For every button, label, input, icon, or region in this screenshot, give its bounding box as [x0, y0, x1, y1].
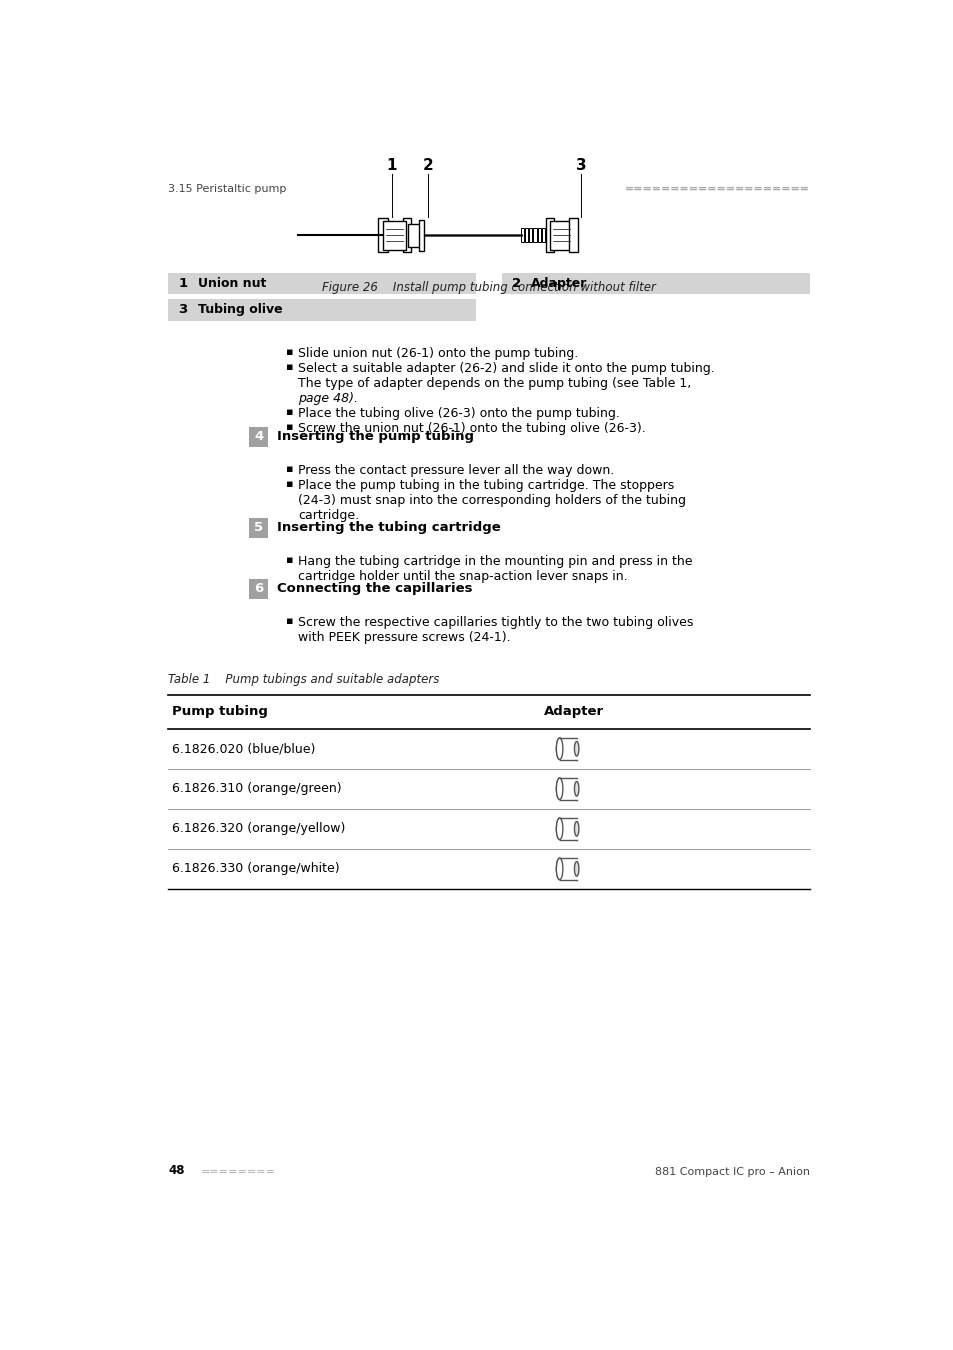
Bar — [501, 273, 809, 294]
Bar — [559, 778, 576, 799]
Text: The type of adapter depends on the pump tubing (see Table 1,: The type of adapter depends on the pump … — [298, 377, 691, 390]
Text: 3.15 Peristaltic pump: 3.15 Peristaltic pump — [168, 184, 286, 193]
Text: cartridge holder until the snap-action lever snaps in.: cartridge holder until the snap-action l… — [298, 570, 627, 583]
Bar — [168, 300, 476, 320]
Text: Screw the union nut (26-1) onto the tubing olive (26-3).: Screw the union nut (26-1) onto the tubi… — [298, 423, 645, 435]
Text: Adapter: Adapter — [531, 277, 587, 290]
Ellipse shape — [574, 822, 578, 836]
Text: Hang the tubing cartridge in the mounting pin and press in the: Hang the tubing cartridge in the mountin… — [298, 555, 692, 568]
Text: Inserting the tubing cartridge: Inserting the tubing cartridge — [277, 521, 500, 535]
Text: ====================: ==================== — [624, 184, 809, 193]
Ellipse shape — [556, 778, 562, 799]
Bar — [249, 579, 268, 598]
Bar — [402, 219, 411, 252]
Text: 48: 48 — [168, 1164, 184, 1177]
Text: (24-3) must snap into the corresponding holders of the tubing: (24-3) must snap into the corresponding … — [298, 494, 685, 506]
Text: Place the pump tubing in the tubing cartridge. The stoppers: Place the pump tubing in the tubing cart… — [298, 479, 674, 491]
Text: 6: 6 — [253, 582, 263, 595]
Bar — [559, 818, 576, 840]
Text: ▪: ▪ — [286, 479, 294, 489]
Ellipse shape — [556, 859, 562, 880]
Text: Figure 26    Install pump tubing connection without filter: Figure 26 Install pump tubing connection… — [322, 281, 655, 294]
Text: Pump tubing: Pump tubing — [172, 705, 268, 718]
Bar — [533, 228, 536, 242]
Ellipse shape — [574, 741, 578, 756]
Ellipse shape — [556, 738, 562, 760]
Ellipse shape — [574, 782, 578, 796]
Bar — [541, 228, 544, 242]
Ellipse shape — [556, 859, 562, 880]
Text: 2: 2 — [423, 158, 434, 173]
Text: ▪: ▪ — [286, 464, 294, 474]
Text: ▪: ▪ — [286, 362, 294, 371]
Bar — [537, 228, 540, 242]
Text: 4: 4 — [253, 431, 263, 443]
Ellipse shape — [556, 818, 562, 840]
Bar — [249, 518, 268, 537]
Ellipse shape — [556, 738, 562, 760]
Text: Union nut: Union nut — [197, 277, 266, 290]
Text: 6.1826.020 (blue/blue): 6.1826.020 (blue/blue) — [172, 743, 315, 755]
Text: Select a suitable adapter (26-2) and slide it onto the pump tubing.: Select a suitable adapter (26-2) and sli… — [298, 362, 715, 375]
Text: 6.1826.320 (orange/yellow): 6.1826.320 (orange/yellow) — [172, 822, 345, 836]
Bar — [559, 738, 576, 760]
Bar — [407, 224, 421, 247]
Text: with PEEK pressure screws (24-1).: with PEEK pressure screws (24-1). — [298, 630, 511, 644]
Bar — [418, 220, 423, 251]
Ellipse shape — [556, 818, 562, 840]
Text: Press the contact pressure lever all the way down.: Press the contact pressure lever all the… — [298, 464, 614, 477]
Bar — [520, 228, 523, 242]
Text: 6.1826.330 (orange/white): 6.1826.330 (orange/white) — [172, 863, 339, 875]
Bar — [524, 228, 528, 242]
Text: 1: 1 — [178, 277, 187, 290]
Text: Slide union nut (26-1) onto the pump tubing.: Slide union nut (26-1) onto the pump tub… — [298, 347, 578, 360]
Text: 1: 1 — [386, 158, 396, 173]
Bar — [249, 427, 268, 447]
Text: 6.1826.310 (orange/green): 6.1826.310 (orange/green) — [172, 782, 341, 795]
Bar — [168, 273, 476, 294]
Bar — [569, 219, 578, 252]
Text: 3: 3 — [178, 304, 187, 316]
Text: Place the tubing olive (26-3) onto the pump tubing.: Place the tubing olive (26-3) onto the p… — [298, 406, 619, 420]
Bar — [559, 859, 576, 880]
Ellipse shape — [574, 861, 578, 876]
Bar — [529, 228, 532, 242]
Text: ▪: ▪ — [286, 347, 294, 356]
Text: Table 1    Pump tubings and suitable adapters: Table 1 Pump tubings and suitable adapte… — [168, 674, 439, 686]
Bar — [550, 220, 573, 250]
Text: Tubing olive: Tubing olive — [197, 304, 282, 316]
Bar — [545, 219, 554, 252]
Ellipse shape — [556, 778, 562, 799]
Text: ▪: ▪ — [286, 555, 294, 564]
Text: 2: 2 — [512, 277, 520, 290]
Text: 3: 3 — [576, 158, 586, 173]
Text: ▪: ▪ — [286, 406, 294, 417]
Text: Inserting the pump tubing: Inserting the pump tubing — [277, 431, 474, 443]
Bar — [382, 220, 406, 250]
Text: Connecting the capillaries: Connecting the capillaries — [277, 582, 473, 595]
Text: cartridge.: cartridge. — [298, 509, 359, 522]
Bar — [378, 219, 387, 252]
Text: ▪: ▪ — [286, 616, 294, 625]
Text: Adapter: Adapter — [543, 705, 603, 718]
Text: ▪: ▪ — [286, 423, 294, 432]
Text: Screw the respective capillaries tightly to the two tubing olives: Screw the respective capillaries tightly… — [298, 616, 693, 629]
Text: 881 Compact IC pro – Anion: 881 Compact IC pro – Anion — [654, 1166, 809, 1177]
Text: ========: ======== — [200, 1166, 275, 1177]
Text: page 48).: page 48). — [298, 392, 358, 405]
Text: 5: 5 — [253, 521, 263, 535]
